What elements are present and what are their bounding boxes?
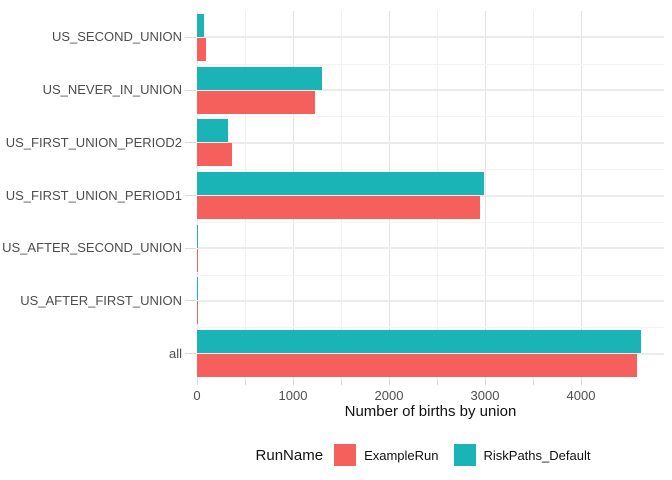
y-axis-label: US_FIRST_UNION_PERIOD1 — [5, 187, 182, 203]
y-axis-label: US_AFTER_FIRST_UNION — [20, 292, 182, 308]
y-minor-gridline — [197, 274, 664, 276]
y-axis-label: US_SECOND_UNION — [51, 29, 182, 45]
legend-entries: ExampleRun RiskPaths_Default — [334, 444, 605, 466]
legend-key-RiskPaths_Default — [453, 444, 476, 466]
x-axis-tick-label: 2000 — [374, 388, 404, 403]
bar-RiskPaths_Default-US_SECOND_UNION — [197, 13, 204, 37]
x-axis-tick — [197, 380, 198, 385]
y-axis-tick — [185, 300, 196, 302]
y-minor-gridline — [197, 169, 664, 171]
bar-ExampleRun-US_FIRST_UNION_PERIOD2 — [197, 143, 232, 167]
x-axis-tick-label: 1000 — [278, 388, 308, 403]
x-axis-tick — [293, 380, 294, 385]
y-major-gridline — [197, 299, 664, 302]
y-major-gridline — [197, 36, 664, 39]
y-axis-label: US_FIRST_UNION_PERIOD2 — [5, 134, 182, 150]
legend-key-ExampleRun — [334, 444, 357, 466]
bar-RiskPaths_Default-US_FIRST_UNION_PERIOD1 — [197, 172, 484, 195]
legend-label-RiskPaths_Default: RiskPaths_Default — [483, 447, 591, 463]
y-axis-tick — [185, 89, 196, 91]
y-axis-tick — [185, 247, 196, 249]
y-minor-gridline — [197, 116, 664, 118]
bar-RiskPaths_Default-US_AFTER_FIRST_UNION — [197, 277, 198, 301]
y-axis-tick — [185, 353, 196, 355]
bar-RiskPaths_Default-US_AFTER_SECOND_UNION — [197, 224, 198, 248]
x-axis-tick — [389, 380, 390, 385]
legend-label-ExampleRun: ExampleRun — [364, 447, 439, 463]
bar-ExampleRun-US_NEVER_IN_UNION — [197, 90, 315, 114]
y-axis-label: all — [168, 345, 182, 361]
bar-RiskPaths_Default-US_FIRST_UNION_PERIOD2 — [197, 119, 228, 143]
y-major-gridline — [197, 352, 664, 355]
bar-ExampleRun-US_SECOND_UNION — [197, 37, 206, 61]
y-minor-gridline — [197, 327, 664, 329]
x-axis-tick-label: 0 — [193, 388, 201, 403]
y-major-gridline — [197, 247, 664, 250]
x-axis-tick-label: 4000 — [566, 388, 596, 403]
x-axis-tick — [533, 380, 534, 385]
x-axis-tick — [245, 380, 246, 385]
y-major-gridline — [197, 141, 664, 144]
bar-ExampleRun-all — [197, 354, 637, 378]
x-axis-tick-label: 3000 — [470, 388, 500, 403]
y-minor-gridline — [197, 221, 664, 223]
legend: RunName ExampleRun RiskPaths_Default — [197, 441, 664, 469]
bar-ExampleRun-US_AFTER_FIRST_UNION — [197, 301, 198, 325]
y-axis-label: US_NEVER_IN_UNION — [42, 82, 182, 98]
x-axis-tick — [437, 380, 438, 385]
x-axis-tick — [341, 380, 342, 385]
bar-ExampleRun-US_FIRST_UNION_PERIOD1 — [197, 196, 480, 219]
x-axis-title: Number of births by union — [344, 403, 517, 420]
y-major-gridline — [197, 194, 664, 197]
y-axis-tick — [185, 36, 196, 38]
bar-RiskPaths_Default-US_NEVER_IN_UNION — [197, 66, 322, 90]
legend-title: RunName — [255, 446, 324, 464]
y-axis-label: US_AFTER_SECOND_UNION — [2, 240, 182, 256]
bar-RiskPaths_Default-all — [197, 330, 641, 354]
x-axis-tick — [581, 380, 582, 385]
x-axis-tick — [485, 380, 486, 385]
y-axis-tick — [185, 142, 196, 144]
y-minor-gridline — [197, 63, 664, 65]
bar-ExampleRun-US_AFTER_SECOND_UNION — [197, 248, 198, 272]
y-axis-tick — [185, 195, 196, 196]
y-major-gridline — [197, 89, 664, 92]
